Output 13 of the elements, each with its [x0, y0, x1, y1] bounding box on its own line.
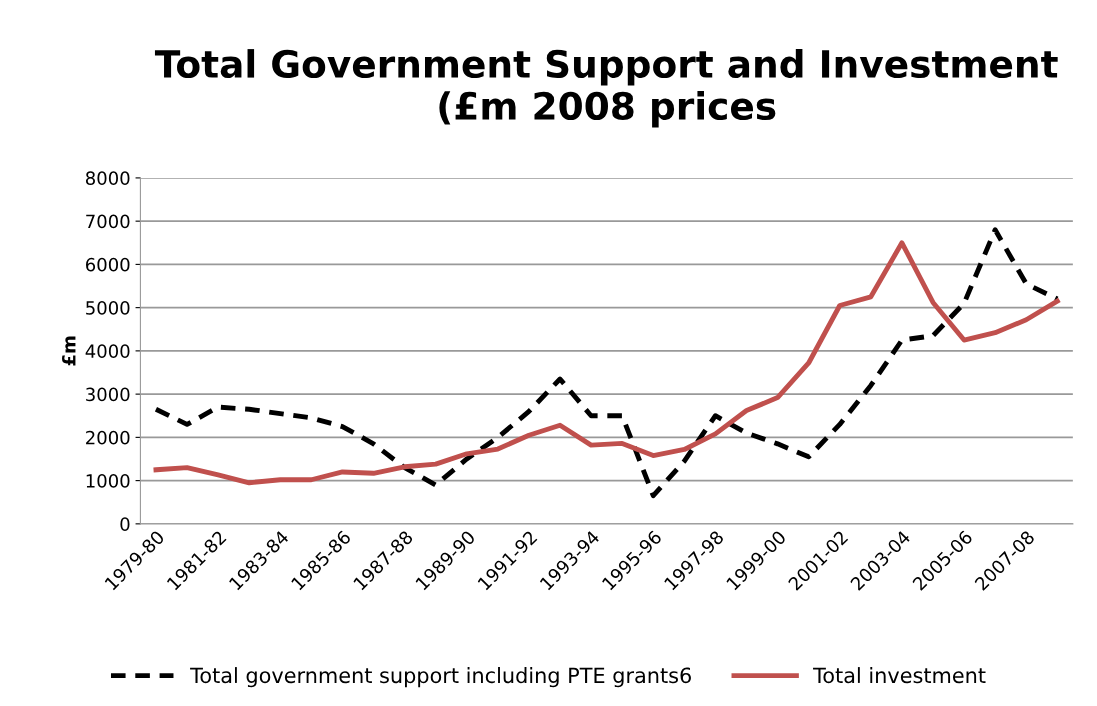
y-tick-label: 3000 [86, 387, 130, 402]
y-tick-label: 8000 [85, 171, 130, 186]
y-tick-label: 1000 [86, 474, 130, 488]
y-tick-label: 6000 [86, 257, 130, 272]
y-tick-label: 7000 [86, 214, 130, 229]
legend-label: Total government support including PTE grants6 [190, 667, 691, 688]
y-tick-label: 4000 [85, 344, 130, 358]
y-axis-title: £m [62, 336, 76, 366]
chart-title: Total Government Support and Investment (£m 2008 prices [154, 49, 1058, 128]
y-tick-label: 5000 [86, 301, 130, 315]
y-tick-label: 0 [120, 517, 130, 531]
legend-label: Total investment [813, 667, 986, 684]
y-tick-label: 2000 [86, 430, 130, 445]
